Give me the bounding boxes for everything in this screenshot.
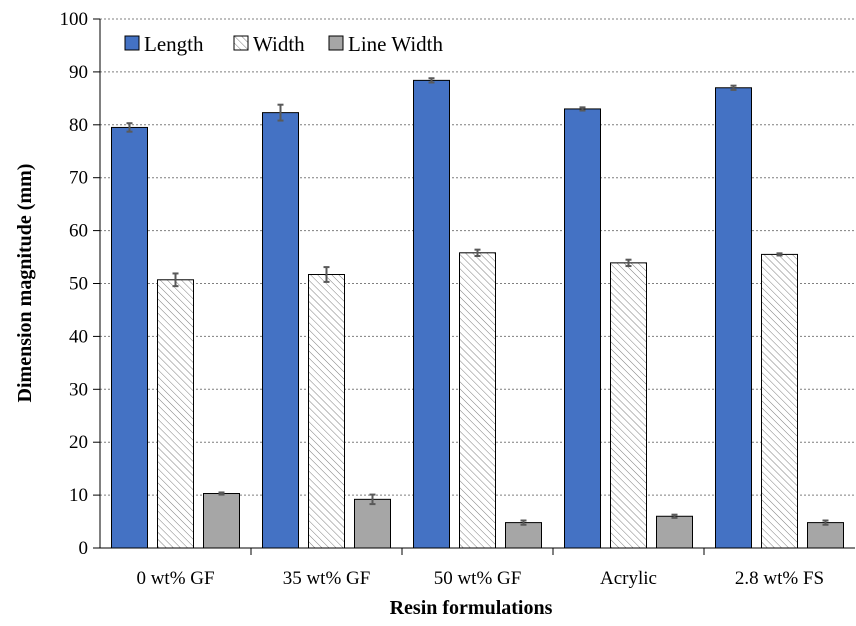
legend-swatch: [124, 35, 140, 51]
bar-width: [308, 274, 345, 549]
y-tick-label: 10: [69, 485, 88, 506]
y-axis-title: Dimension magnitude (mm): [14, 164, 36, 403]
bar-line-width: [656, 515, 693, 549]
y-tick-label: 90: [69, 62, 88, 83]
bar-width: [459, 252, 496, 549]
bar-width: [157, 279, 194, 549]
legend-label: Length: [144, 32, 204, 56]
x-tick-label: 2.8 wt% FS: [735, 568, 824, 589]
x-tick-label: 35 wt% GF: [283, 568, 371, 589]
y-tick-label: 0: [79, 538, 89, 559]
bar-length: [262, 112, 299, 549]
bar-length: [413, 79, 450, 549]
y-tick-label: 20: [69, 432, 88, 453]
y-tick-label: 70: [69, 168, 88, 189]
legend-label: Width: [253, 32, 305, 56]
legend-swatch: [233, 35, 249, 51]
y-tick-label: 100: [60, 9, 89, 30]
bar-line-width: [354, 498, 391, 549]
legend: Length Width Line Width: [124, 32, 444, 56]
bar-length: [715, 87, 752, 549]
x-tick-label: 0 wt% GF: [136, 568, 214, 589]
y-tick-label: 50: [69, 274, 88, 295]
bar-line-width: [203, 493, 240, 549]
legend-swatch: [328, 35, 344, 51]
bar-line-width: [807, 522, 844, 549]
x-tick-label: Acrylic: [600, 568, 657, 589]
axes: [93, 18, 855, 555]
bar-length: [564, 108, 601, 549]
y-tick-label: 60: [69, 221, 88, 242]
bar-width: [610, 262, 647, 549]
y-tick-label: 80: [69, 115, 88, 136]
bar-length: [111, 126, 148, 549]
bar-width: [761, 253, 798, 549]
bar-line-width: [505, 522, 542, 549]
tick-labels: 0 10 20 30 40 50 60 70 80 90 100 0 wt% GF 35 wt% GF 5…: [60, 9, 825, 589]
bars: [111, 77, 844, 549]
x-axis-title: Resin formulations: [390, 597, 553, 619]
y-tick-label: 40: [69, 326, 88, 347]
legend-label: Line Width: [348, 32, 444, 56]
y-tick-label: 30: [69, 379, 88, 400]
x-tick-label: 50 wt% GF: [434, 568, 522, 589]
